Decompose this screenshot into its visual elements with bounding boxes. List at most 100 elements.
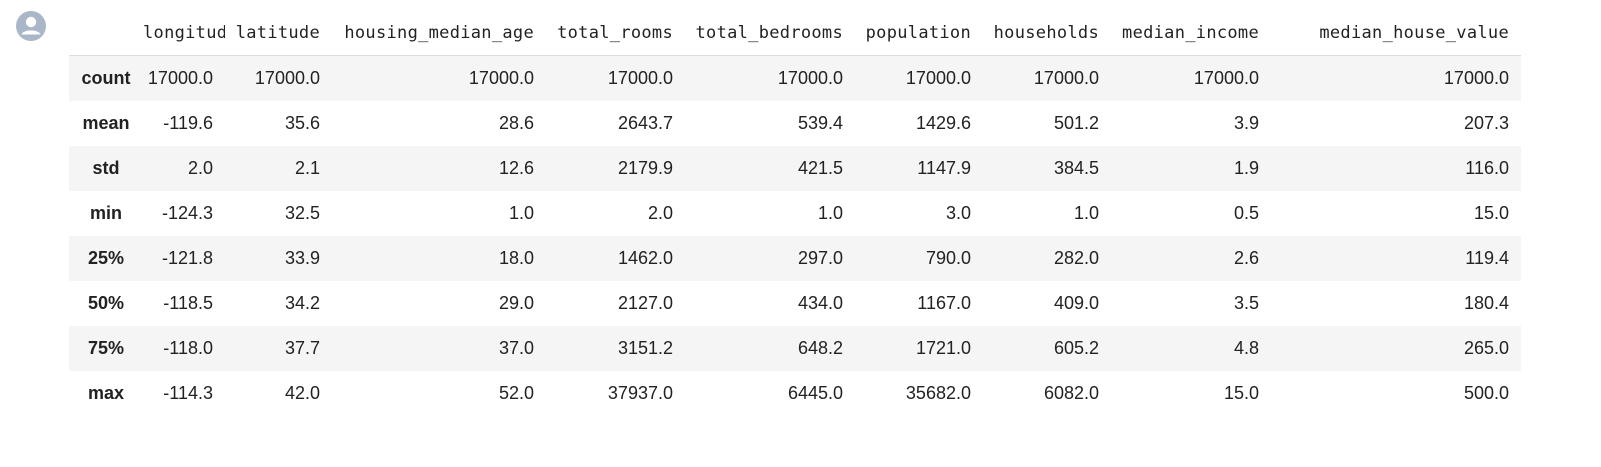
table-cell: 35.6 [284,112,320,133]
table-cell: 3.0 [945,202,971,223]
table-cell: -114.3 [163,382,213,403]
table-cell: 6082.0 [1043,382,1099,403]
row-label: mean [82,112,130,133]
user-avatar-icon [16,11,46,41]
column-header: total_rooms [546,10,685,56]
table-cell: 1147.9 [917,157,971,178]
table-cell: -124.3 [161,202,213,223]
table-cell: 1462.0 [617,247,673,268]
table-cell: 1167.0 [917,292,971,313]
index-header [69,10,143,56]
table-cell: 0.5 [1233,202,1259,223]
row-label: max [87,382,125,403]
table-cell: 37937.0 [607,382,673,403]
table-cell: 2.0 [187,157,213,178]
table-cell: 384.5 [1053,157,1099,178]
row-label: 75% [87,337,125,358]
table-header-row: longitude latitude housing_median_age to… [69,10,1521,56]
table-cell: -118.5 [163,292,213,313]
row-label: std [92,157,120,178]
table-row: 75% -118.0 37.7 37.0 3151.2 648.2 1721.0… [69,325,1521,371]
table-cell: 15.0 [1223,382,1259,403]
table-cell: 409.0 [1053,292,1099,313]
table-cell: 2.6 [1233,247,1259,268]
table-row: 25% -121.8 33.9 18.0 1462.0 297.0 790.0 … [69,235,1521,281]
table-cell: 1.0 [508,202,534,223]
table-cell: 17000.0 [905,67,971,88]
table-row: max -114.3 42.0 52.0 37937.0 6445.0 3568… [69,371,1521,416]
table-cell: 500.0 [1463,382,1509,403]
table-cell: 17000.0 [468,67,534,88]
table-cell: 282.0 [1053,247,1099,268]
table-cell: 6445.0 [787,382,843,403]
table-cell: 35682.0 [905,382,971,403]
table-cell: 180.4 [1463,292,1509,313]
table-cell: 12.6 [498,157,534,178]
table-cell: 32.5 [284,202,320,223]
output-table-container: longitude latitude housing_median_age to… [69,10,1521,416]
column-header: longitude [143,10,225,56]
table-cell: -119.6 [163,112,213,133]
table-cell: 434.0 [797,292,843,313]
table-cell: 421.5 [797,157,843,178]
table-cell: 2.0 [647,202,673,223]
table-row: 50% -118.5 34.2 29.0 2127.0 434.0 1167.0… [69,281,1521,326]
column-header: latitude [225,10,332,56]
table-cell: 15.0 [1473,202,1509,223]
table-cell: 17000.0 [147,67,213,88]
table-cell: 17000.0 [777,67,843,88]
table-cell: 1.9 [1233,157,1259,178]
table-cell: 3151.2 [617,337,673,358]
table-cell: 1.0 [817,202,843,223]
column-header: housing_median_age [332,10,546,56]
table-cell: 501.2 [1053,112,1099,133]
row-label: min [89,202,122,223]
table-cell: -121.8 [161,247,213,268]
table-cell: 2643.7 [617,112,673,133]
row-label: 25% [87,247,125,268]
table-cell: 3.5 [1233,292,1259,313]
row-label: 50% [87,292,125,313]
table-cell: 17000.0 [1033,67,1099,88]
table-row: std 2.0 2.1 12.6 2179.9 421.5 1147.9 384… [69,145,1521,191]
table-cell: 37.7 [284,337,320,358]
table-cell: -118.0 [163,337,213,358]
table-cell: 2.1 [294,157,320,178]
table-cell: 37.0 [498,337,534,358]
table-cell: 33.9 [284,247,320,268]
table-cell: 119.4 [1465,247,1509,268]
table-cell: 1429.6 [915,112,971,133]
table-cell: 28.6 [498,112,534,133]
table-cell: 265.0 [1463,337,1509,358]
table-row: min -124.3 32.5 1.0 2.0 1.0 3.0 1.0 0.5 … [69,191,1521,236]
table-cell: 1721.0 [915,337,971,358]
table-cell: 605.2 [1053,337,1099,358]
table-row: count 17000.0 17000.0 17000.0 17000.0 17… [69,55,1521,101]
describe-output-table: longitude latitude housing_median_age to… [69,10,1521,416]
row-label: count [81,67,131,88]
table-cell: 116.0 [1465,157,1509,178]
table-cell: 648.2 [797,337,843,358]
column-header: total_bedrooms [685,10,855,56]
table-cell: 52.0 [498,382,534,403]
table-cell: 18.0 [498,247,534,268]
table-cell: 207.3 [1463,112,1509,133]
column-header: median_income [1111,10,1271,56]
table-cell: 3.9 [1233,112,1259,133]
table-cell: 17000.0 [607,67,673,88]
table-cell: 539.4 [797,112,843,133]
table-cell: 17000.0 [1443,67,1509,88]
table-cell: 17000.0 [1193,67,1259,88]
table-cell: 29.0 [498,292,534,313]
table-row: mean -119.6 35.6 28.6 2643.7 539.4 1429.… [69,101,1521,146]
table-cell: 2179.9 [617,157,673,178]
column-header: population [855,10,983,56]
table-cell: 42.0 [284,382,320,403]
table-cell: 297.0 [797,247,843,268]
table-cell: 4.8 [1233,337,1259,358]
table-cell: 17000.0 [254,67,320,88]
table-cell: 2127.0 [617,292,673,313]
column-header: households [983,10,1111,56]
table-cell: 34.2 [284,292,320,313]
table-cell: 1.0 [1073,202,1099,223]
